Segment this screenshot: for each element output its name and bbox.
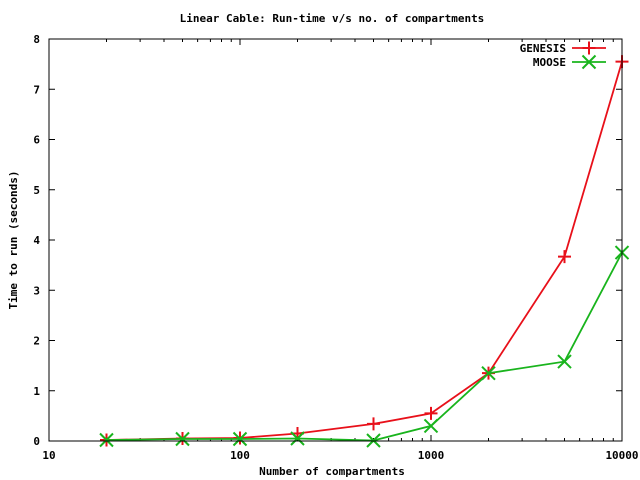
data-point-genesis bbox=[558, 250, 572, 264]
y-tick-label: 0 bbox=[33, 435, 40, 448]
x-tick-label: 1000 bbox=[418, 449, 445, 462]
data-point-moose bbox=[290, 431, 305, 446]
x-tick-label: 100 bbox=[230, 449, 250, 462]
y-tick-label: 3 bbox=[33, 284, 40, 297]
y-tick-label: 7 bbox=[33, 83, 40, 96]
x-axis-label: Number of compartments bbox=[259, 465, 405, 478]
data-point-genesis bbox=[424, 406, 438, 420]
y-tick-label: 1 bbox=[33, 385, 40, 398]
series-genesis bbox=[99, 55, 629, 447]
y-tick-label: 6 bbox=[33, 134, 40, 147]
series-line-genesis bbox=[106, 61, 623, 441]
series-line-moose bbox=[106, 252, 623, 442]
y-tick-label: 8 bbox=[33, 33, 40, 46]
data-point-moose bbox=[232, 431, 248, 447]
legend-label-moose: MOOSE bbox=[533, 56, 566, 69]
series-moose bbox=[99, 245, 630, 448]
x-tick-label: 10 bbox=[42, 449, 55, 462]
legend-label-genesis: GENESIS bbox=[520, 42, 566, 55]
y-tick-label: 2 bbox=[33, 335, 40, 348]
y-tick-label: 4 bbox=[33, 234, 40, 247]
legend-marker-genesis bbox=[582, 41, 596, 55]
data-point-moose bbox=[423, 418, 439, 434]
plot-frame bbox=[48, 38, 623, 442]
axis-ticks: 0 1 2 3 4 5 6 7 8 10 100 1000 10000 bbox=[33, 33, 638, 462]
y-tick-label: 5 bbox=[33, 184, 40, 197]
data-point-moose bbox=[481, 365, 496, 381]
data-point-moose bbox=[366, 433, 381, 448]
chart-title: Linear Cable: Run-time v/s no. of compar… bbox=[180, 12, 485, 25]
data-point-moose bbox=[557, 354, 572, 369]
data-point-moose bbox=[99, 432, 114, 448]
data-point-genesis bbox=[367, 417, 381, 431]
legend-marker-moose bbox=[581, 54, 597, 70]
data-point-moose bbox=[175, 431, 190, 447]
y-axis-label: Time to run (seconds) bbox=[7, 170, 20, 309]
series-layer bbox=[99, 55, 630, 448]
x-tick-label: 10000 bbox=[605, 449, 638, 462]
